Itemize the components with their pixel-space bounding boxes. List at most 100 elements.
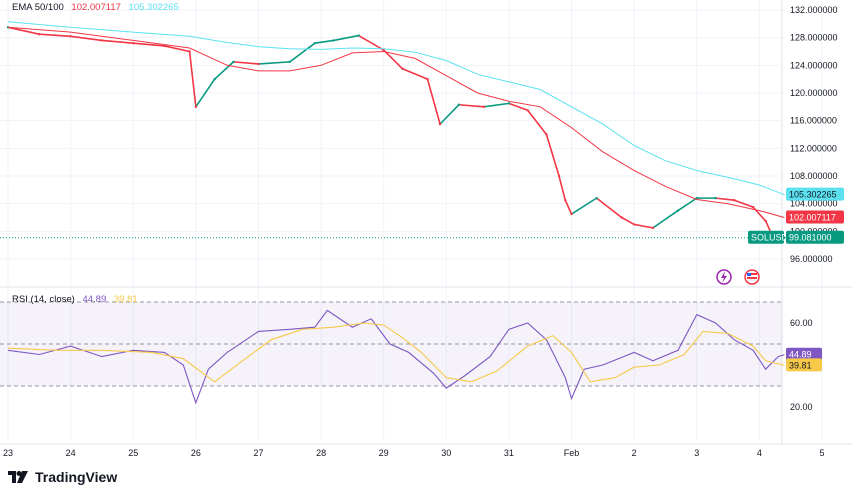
price-point (564, 199, 567, 202)
rsi-ma-value-tag: 39.81 (789, 360, 812, 370)
price-segment (69, 35, 103, 42)
ema50-price-tag-bg (786, 210, 844, 224)
time-tick-label: 5 (819, 448, 824, 458)
price-segment (426, 78, 441, 125)
rsi-legend[interactable]: RSI (14, close) 44.89 39.81 (12, 294, 143, 305)
price-segment (620, 216, 635, 226)
us-flag-stripes (747, 273, 757, 275)
price-point (557, 174, 561, 178)
price-point (163, 44, 166, 48)
price-tick-label: 104.000000 (790, 199, 838, 209)
price-segment (132, 42, 166, 47)
price-segment (357, 34, 385, 51)
price-point (401, 67, 404, 70)
ema50-price-tag: 102.007117 (789, 212, 836, 222)
price-segment (733, 199, 754, 208)
price-point (69, 35, 72, 38)
time-tick-label: 23 (3, 448, 13, 458)
grid (0, 0, 852, 445)
price-point (714, 196, 717, 200)
price-segment (458, 103, 485, 108)
price-point (764, 219, 767, 223)
price-segment (188, 50, 197, 108)
rsi-tick-label: 20.00 (790, 402, 813, 412)
price-point (438, 122, 442, 126)
rsi-value-tag: 44.89 (789, 350, 812, 360)
time-tick-label: 31 (504, 448, 514, 458)
rsi-value: 44.89 (82, 294, 107, 305)
price-point (357, 34, 360, 37)
time-tick-label: 28 (316, 448, 326, 458)
ema100-price-tag-bg (786, 187, 844, 201)
price-point (632, 223, 636, 226)
time-tick-label: 30 (441, 448, 451, 458)
price-point (651, 226, 655, 230)
ema-legend[interactable]: EMA 50/100 102.007117 105.302265 (12, 2, 184, 13)
price-segment (570, 197, 598, 215)
time-tick-label: 24 (66, 448, 76, 458)
symbol-tag: SOLUSD (751, 233, 789, 243)
price-point (332, 39, 335, 42)
rsi-legend-label: RSI (14, close) (12, 294, 75, 305)
us-flag-stripes-2 (747, 277, 757, 279)
time-tick-label: 29 (379, 448, 389, 458)
price-segment (38, 33, 72, 38)
price-tick-label: 112.000000 (790, 143, 837, 153)
price-point (288, 60, 291, 64)
price-point (426, 77, 429, 81)
price-point (457, 103, 461, 106)
price-tick-label: 124.000000 (790, 60, 838, 70)
series-layer (0, 21, 786, 405)
ema100-price-tag: 105.302265 (789, 190, 837, 200)
price-segment (101, 39, 135, 45)
rsi-line (7, 309, 785, 405)
ema-legend-label: EMA 50/100 (12, 2, 64, 13)
price-segment (526, 109, 548, 136)
price-point (676, 209, 680, 212)
tradingview-logo[interactable]: TradingView (8, 469, 117, 485)
price-point (100, 39, 104, 42)
price-point (733, 199, 736, 202)
price-segment (288, 42, 316, 63)
price-point (232, 60, 235, 64)
ema50-value: 102.007117 (71, 2, 121, 13)
time-tick-label: Feb (564, 448, 580, 458)
price-point (213, 77, 216, 81)
price-segment (332, 34, 360, 42)
price-tick-label: 128.000000 (790, 33, 838, 43)
price-tick-label: 120.000000 (790, 88, 838, 98)
last-price-tag-bg (786, 230, 844, 244)
tradingview-logo-icon (8, 471, 28, 483)
price-point (526, 109, 529, 112)
price-point (545, 133, 548, 136)
price-segment (7, 26, 41, 36)
ema100-line (7, 21, 785, 196)
rsi-ma-value-tag-bg (786, 358, 822, 372)
time-tick-label: 3 (694, 448, 699, 458)
price-point (595, 196, 598, 200)
event-icons[interactable] (716, 269, 760, 285)
price-point (313, 42, 317, 45)
price-point (620, 216, 623, 219)
price-segment (545, 133, 560, 177)
price-point (132, 42, 135, 45)
price-segment (195, 78, 216, 108)
price-segment (595, 197, 623, 219)
price-segment (213, 61, 235, 80)
time-tick-label: 4 (757, 448, 762, 458)
price-tick-label: 116.000000 (790, 116, 837, 126)
rsi-ma-value: 39.81 (113, 294, 138, 305)
price-segment (401, 67, 429, 80)
price-segment (558, 175, 567, 202)
brand-name: TradingView (35, 469, 118, 485)
lightning-glyph (721, 271, 727, 283)
price-point (570, 212, 573, 216)
price-segment (508, 102, 529, 112)
symbol-tag-bg (748, 230, 784, 244)
rsi-value-tag-bg (786, 347, 822, 361)
time-tick-label: 27 (253, 448, 263, 458)
price-segment (163, 45, 191, 53)
price-point (257, 62, 260, 66)
price-segment (314, 39, 335, 45)
rsi-tick-label: 60.00 (790, 318, 813, 328)
